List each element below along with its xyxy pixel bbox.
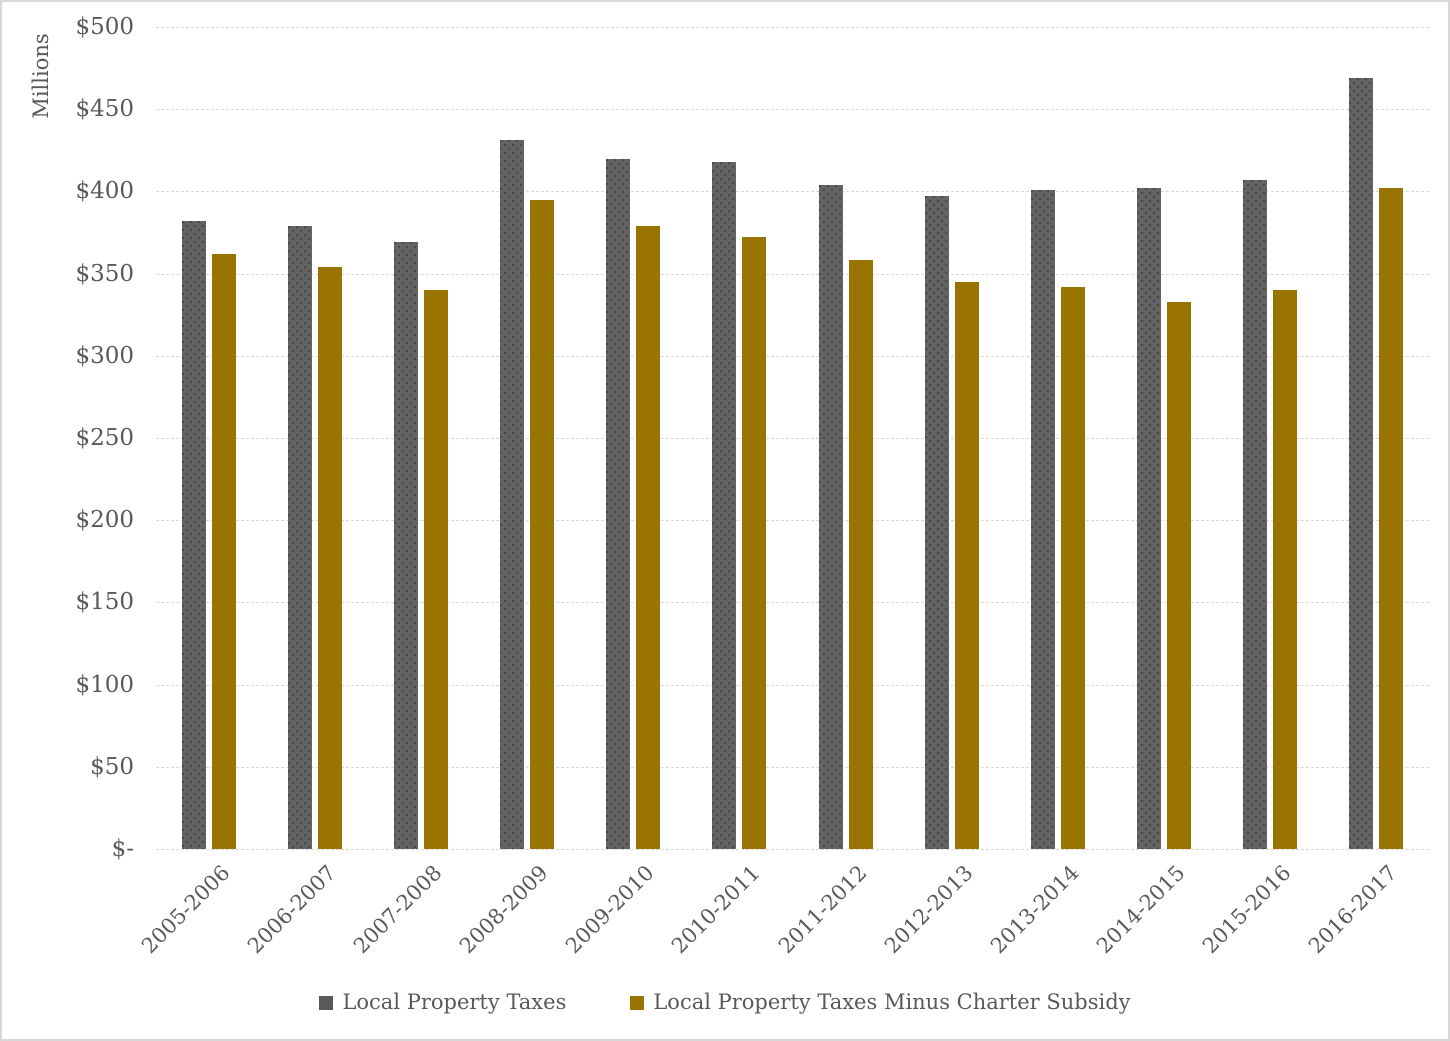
y-axis-tick-label: $500 (75, 14, 134, 40)
bar-net-2014-2015 (1166, 301, 1191, 849)
y-axis-tick-label: $400 (75, 178, 134, 205)
gridline (156, 684, 1429, 686)
y-axis-tick-label: $350 (75, 260, 134, 287)
bar-gross-2005-2006 (182, 220, 207, 849)
gridline (156, 766, 1429, 768)
bar-gross-2015-2016 (1242, 179, 1267, 849)
y-axis-tick-label: $450 (75, 96, 134, 123)
legend-label: Local Property Taxes Minus Charter Subsi… (653, 990, 1131, 1014)
bar-net-2007-2008 (424, 290, 449, 849)
bar-net-2005-2006 (212, 253, 237, 849)
x-axis-label: 2010-2011 (667, 860, 766, 959)
gridline (156, 438, 1429, 439)
y-axis-tick-label: $100 (75, 671, 134, 698)
bar-gross-2013-2014 (1030, 189, 1055, 849)
legend-label: Local Property Taxes (342, 990, 567, 1014)
bar-gross-2016-2017 (1348, 77, 1373, 849)
legend-item-local-property-taxes: Local Property Taxes (319, 992, 566, 1013)
y-axis-tick-label: $300 (75, 342, 134, 369)
y-axis-tick-label: $50 (90, 753, 134, 780)
gridline (156, 273, 1429, 275)
bar-net-2008-2009 (530, 199, 555, 849)
y-axis-tick-label: $150 (75, 589, 134, 616)
y-axis-tick-label: $200 (75, 507, 134, 534)
bar-gross-2011-2012 (818, 184, 843, 849)
bar-gross-2012-2013 (924, 196, 949, 849)
bar-net-2011-2012 (848, 260, 873, 849)
bar-gross-2006-2007 (288, 225, 313, 849)
legend-item-minus-charter-subsidy: Local Property Taxes Minus Charter Subsi… (630, 990, 1131, 1014)
bar-gross-2007-2008 (394, 242, 419, 849)
gridline (156, 520, 1429, 522)
bar-gross-2008-2009 (500, 140, 525, 849)
bar-gross-2014-2015 (1136, 188, 1161, 849)
bar-gross-2010-2011 (712, 161, 737, 849)
x-axis-label: 2011-2012 (773, 860, 872, 959)
gridline (156, 191, 1429, 193)
y-axis-tick-label: $250 (75, 425, 134, 451)
bar-net-2013-2014 (1060, 286, 1085, 849)
y-axis-tick-label: $- (111, 836, 134, 862)
legend-swatch-gray (319, 995, 334, 1010)
legend-swatch-gold (630, 995, 645, 1010)
bar-net-2016-2017 (1378, 188, 1403, 849)
bar-net-2012-2013 (954, 281, 979, 849)
gridline (156, 849, 1429, 850)
bar-net-2015-2016 (1272, 290, 1297, 849)
bar-net-2009-2010 (636, 225, 661, 849)
gridline (156, 27, 1429, 28)
bar-net-2006-2007 (318, 267, 343, 849)
bar-net-2010-2011 (742, 237, 767, 849)
gridline (156, 109, 1429, 111)
gridline (156, 602, 1429, 604)
gridline (156, 355, 1429, 357)
legend: Local Property Taxes Local Property Taxe… (2, 992, 1448, 1013)
bar-gross-2009-2010 (606, 158, 631, 849)
x-axis-label: 2016-2017 (1303, 860, 1402, 959)
